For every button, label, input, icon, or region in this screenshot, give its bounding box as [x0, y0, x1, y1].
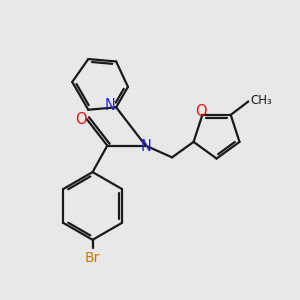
Text: O: O — [76, 112, 87, 127]
Text: N: N — [105, 98, 116, 113]
Text: N: N — [140, 139, 151, 154]
Text: CH₃: CH₃ — [250, 94, 272, 107]
Text: Br: Br — [85, 251, 100, 265]
Text: O: O — [195, 104, 207, 119]
